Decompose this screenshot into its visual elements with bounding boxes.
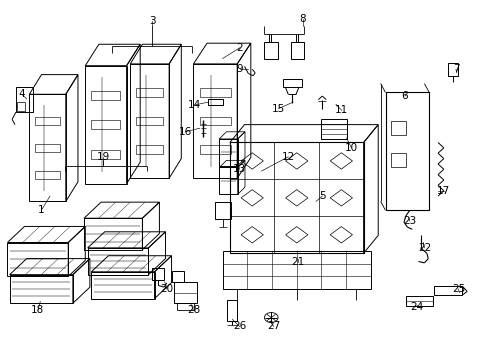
Bar — [264, 42, 277, 59]
Bar — [447, 63, 458, 76]
Bar — [219, 167, 237, 194]
Bar — [219, 139, 237, 166]
Bar — [215, 202, 230, 219]
Bar — [174, 282, 197, 303]
Bar — [321, 119, 346, 139]
Bar — [405, 296, 432, 306]
Text: 22: 22 — [417, 243, 430, 253]
Text: 1: 1 — [38, 205, 44, 215]
Text: 13: 13 — [233, 164, 246, 174]
Text: 24: 24 — [409, 302, 423, 312]
Text: 26: 26 — [233, 321, 246, 332]
Text: 8: 8 — [299, 14, 305, 24]
Bar — [136, 88, 163, 97]
Text: 3: 3 — [148, 16, 155, 26]
Bar — [136, 117, 163, 125]
Text: 7: 7 — [452, 64, 458, 74]
Bar — [200, 88, 230, 97]
Bar — [390, 153, 405, 167]
Text: 10: 10 — [344, 143, 357, 153]
Bar — [290, 42, 304, 59]
Bar — [91, 91, 120, 100]
Text: 15: 15 — [271, 104, 285, 113]
Bar — [227, 300, 237, 321]
Bar — [35, 171, 60, 179]
Bar — [35, 144, 60, 152]
Text: 2: 2 — [236, 43, 243, 53]
Text: 5: 5 — [318, 191, 325, 201]
Text: 20: 20 — [160, 284, 173, 294]
Bar — [18, 102, 25, 111]
Text: 28: 28 — [186, 305, 200, 315]
Bar — [152, 267, 164, 280]
Bar — [222, 251, 370, 289]
Text: 21: 21 — [291, 257, 304, 267]
Bar — [35, 117, 60, 125]
Text: 11: 11 — [334, 105, 347, 115]
Bar — [177, 302, 194, 310]
Bar — [200, 117, 230, 125]
Bar — [91, 120, 120, 129]
Bar — [433, 286, 461, 295]
Bar — [91, 150, 120, 158]
Bar — [385, 93, 428, 210]
Text: 14: 14 — [188, 100, 201, 110]
Bar — [200, 145, 230, 154]
Text: 16: 16 — [178, 127, 191, 137]
Text: 6: 6 — [401, 91, 407, 101]
Bar — [207, 99, 222, 105]
Text: 9: 9 — [236, 64, 243, 74]
Bar — [229, 143, 363, 253]
Text: 19: 19 — [97, 152, 110, 162]
Text: 25: 25 — [451, 284, 464, 294]
Text: 23: 23 — [403, 216, 416, 226]
Text: 17: 17 — [436, 186, 449, 196]
Text: 27: 27 — [266, 321, 280, 332]
Bar — [390, 121, 405, 135]
Bar — [171, 271, 183, 282]
Text: 12: 12 — [281, 152, 294, 162]
Bar — [283, 79, 301, 87]
Bar — [136, 145, 163, 154]
Text: 18: 18 — [31, 305, 44, 315]
Text: 4: 4 — [19, 89, 25, 99]
